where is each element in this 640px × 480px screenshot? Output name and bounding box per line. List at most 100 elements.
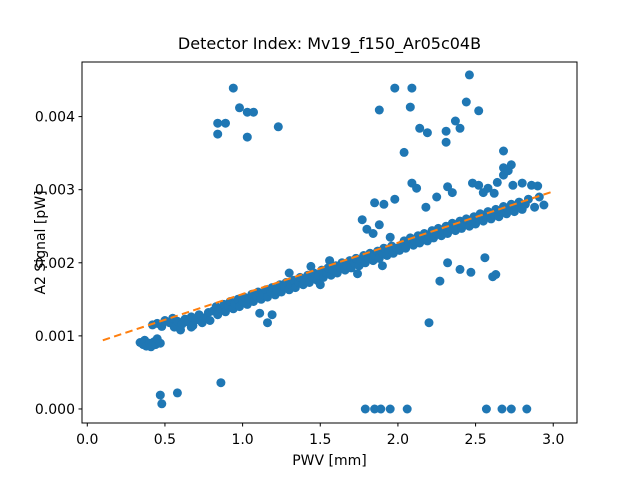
linear-fit — [102, 190, 553, 342]
data-point — [483, 183, 493, 193]
data-point — [432, 192, 442, 202]
x-tick-label: 0.5 — [154, 432, 176, 448]
data-point — [464, 70, 474, 80]
data-point — [491, 270, 501, 279]
data-point — [157, 399, 167, 409]
data-point — [374, 105, 384, 115]
data-point — [530, 202, 540, 212]
data-point — [506, 404, 516, 414]
data-point — [450, 116, 460, 126]
data-point — [377, 261, 387, 271]
data-point — [315, 280, 325, 290]
data-point — [422, 128, 432, 138]
data-point — [399, 147, 409, 157]
data-point — [379, 199, 389, 209]
data-point — [205, 316, 215, 325]
x-tick-label: 3.0 — [542, 432, 564, 448]
y-tick-label: 0.002 — [35, 256, 75, 272]
data-point — [405, 102, 415, 112]
data-point — [242, 132, 252, 142]
data-point — [376, 404, 386, 414]
data-point — [533, 181, 543, 191]
data-point — [370, 198, 380, 208]
data-point — [466, 267, 476, 277]
data-point — [213, 118, 223, 128]
data-point — [172, 388, 182, 398]
x-axis-ticks: 0.0 0.5 1.0 1.5 2.0 2.5 3.0 — [76, 423, 564, 448]
data-point — [523, 194, 533, 204]
data-point — [235, 103, 244, 113]
data-point — [402, 404, 412, 414]
data-point — [213, 129, 223, 139]
data-point — [228, 83, 238, 93]
data-point — [306, 261, 316, 271]
x-axis-label: PWV [mm] — [292, 453, 367, 469]
data-point — [385, 232, 395, 242]
data-point — [517, 178, 527, 188]
data-point — [407, 83, 417, 93]
data-point — [508, 180, 518, 190]
axes-spines — [81, 61, 578, 424]
data-point — [255, 308, 265, 318]
x-tick-label: 0.0 — [76, 432, 98, 448]
data-point — [325, 256, 335, 266]
y-tick-label: 0.004 — [35, 110, 75, 126]
data-point — [441, 137, 451, 147]
data-point — [390, 194, 400, 204]
data-point — [474, 106, 484, 116]
data-point — [506, 160, 516, 170]
y-tick-label: 0.003 — [35, 183, 75, 199]
data-point — [284, 268, 294, 278]
data-point — [522, 404, 532, 414]
data-point — [415, 123, 425, 133]
scatter-points — [135, 70, 549, 414]
data-point — [421, 202, 431, 212]
data-point — [497, 404, 507, 414]
data-point — [353, 269, 362, 279]
data-point — [489, 188, 499, 198]
y-tick-label: 0.001 — [35, 329, 75, 345]
data-point — [216, 378, 226, 388]
data-point — [480, 253, 490, 263]
data-point — [441, 126, 451, 136]
data-point — [249, 107, 258, 117]
data-point — [455, 123, 465, 133]
data-point — [443, 258, 453, 268]
data-point — [447, 188, 457, 198]
data-point — [390, 83, 400, 93]
data-point — [263, 318, 272, 328]
data-point — [499, 146, 508, 156]
data-point — [267, 310, 277, 320]
data-point — [360, 404, 370, 414]
data-point — [357, 215, 367, 225]
data-point — [374, 220, 384, 230]
x-tick-label: 1.5 — [309, 432, 331, 448]
data-point — [385, 404, 395, 414]
data-point — [424, 318, 434, 328]
y-axis-label: A2 Signal [pW] — [33, 190, 49, 294]
data-point — [539, 200, 549, 210]
data-point — [412, 183, 422, 193]
data-point — [221, 118, 230, 128]
data-point — [435, 276, 445, 286]
data-point — [370, 404, 380, 414]
data-point — [492, 177, 502, 187]
data-point — [368, 229, 378, 238]
data-point — [155, 338, 165, 348]
data-point — [481, 404, 491, 414]
data-point — [474, 180, 484, 190]
data-point — [461, 97, 471, 107]
data-point — [155, 390, 165, 400]
plot-title: Detector Index: Mv19_f150_Ar05c04B — [178, 34, 481, 54]
trend-line — [102, 190, 553, 342]
x-tick-label: 1.0 — [231, 432, 253, 448]
data-point — [242, 107, 252, 117]
x-tick-label: 2.5 — [464, 432, 486, 448]
y-tick-label: 0.000 — [35, 402, 75, 418]
data-point — [455, 264, 465, 274]
x-tick-label: 2.0 — [387, 432, 409, 448]
y-axis-ticks: 0.000 0.001 0.002 0.003 0.004 — [35, 110, 82, 418]
